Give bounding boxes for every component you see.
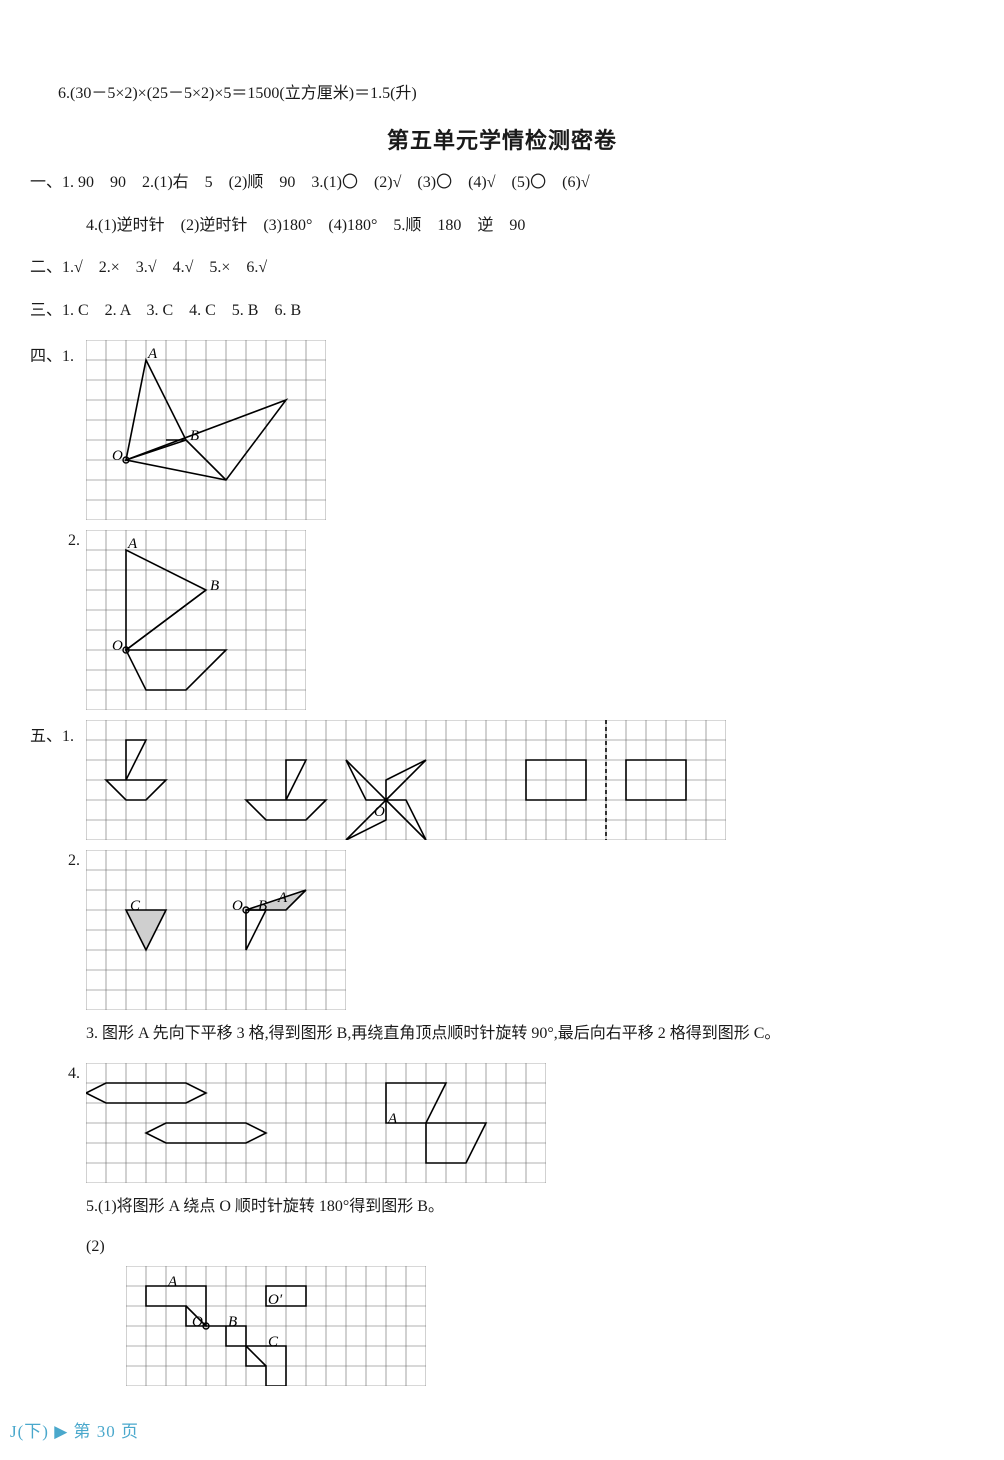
svg-text:O: O xyxy=(374,804,385,820)
page-footer: J(下) ▶ 第 30 页 xyxy=(10,1417,139,1442)
sec1-line2: 4.(1)逆时针 (2)逆时针 (3)180° (4)180° 5.顺 180 … xyxy=(30,212,974,241)
diagram-5-5-2: AOO′BC xyxy=(126,1266,426,1386)
sec5-label: 五、1. xyxy=(30,720,86,746)
svg-text:O: O xyxy=(232,898,243,914)
svg-text:B: B xyxy=(258,898,267,914)
svg-text:A: A xyxy=(167,1274,178,1290)
diagram-5-4: A xyxy=(86,1063,546,1183)
sec5-line5: 5.(1)将图形 A 绕点 O 顺时针旋转 180°得到图形 B。 xyxy=(30,1193,974,1222)
problem-6: 6.(30－5×2)×(25－5×2)×5＝1500(立方厘米)＝1.5(升) xyxy=(30,80,974,109)
diagram-5-1: O xyxy=(86,720,726,840)
sec5-sub4: 4. xyxy=(30,1063,86,1083)
svg-text:B: B xyxy=(210,578,219,594)
svg-text:B: B xyxy=(190,428,199,444)
svg-text:C: C xyxy=(130,898,141,914)
diagram-4-2: A B O xyxy=(86,530,306,710)
sec5-sub2: 2. xyxy=(30,850,86,870)
svg-text:A: A xyxy=(387,1111,398,1127)
diagram-4-1: A B O xyxy=(86,340,326,520)
svg-text:C: C xyxy=(268,1334,279,1350)
diagram-5-2: C ABO xyxy=(86,850,346,1010)
svg-text:O: O xyxy=(112,448,123,464)
svg-text:A: A xyxy=(127,536,138,552)
svg-text:A: A xyxy=(147,346,158,362)
sec5-sub52: (2) xyxy=(86,1236,126,1256)
svg-text:A: A xyxy=(277,890,288,906)
sec4-sub2: 2. xyxy=(30,530,86,550)
sec5-line3: 3. 图形 A 先向下平移 3 格,得到图形 B,再绕直角顶点顺时针旋转 90°… xyxy=(30,1020,974,1049)
unit-title: 第五单元学情检测密卷 xyxy=(30,123,974,155)
sec1-line1: 一、1. 90 90 2.(1)右 5 (2)顺 90 3.(1)〇 (2)√ … xyxy=(30,169,974,198)
sec3: 三、1. C 2. A 3. C 4. C 5. B 6. B xyxy=(30,297,974,326)
svg-text:B: B xyxy=(228,1314,237,1330)
svg-text:O: O xyxy=(112,638,123,654)
sec2: 二、1.√ 2.× 3.√ 4.√ 5.× 6.√ xyxy=(30,254,974,283)
sec4-label: 四、1. xyxy=(30,340,86,366)
